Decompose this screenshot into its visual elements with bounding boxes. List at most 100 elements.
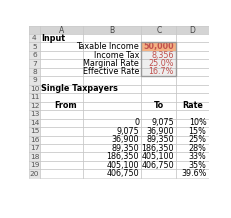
Bar — [40, 26, 83, 34]
Bar — [176, 161, 208, 169]
Text: 12: 12 — [30, 103, 39, 109]
Bar — [83, 26, 141, 34]
Bar — [176, 34, 208, 42]
Text: 16.7%: 16.7% — [148, 68, 173, 77]
Bar — [141, 51, 176, 59]
Bar — [29, 85, 40, 93]
Bar — [40, 161, 83, 169]
Bar — [141, 51, 176, 59]
Bar — [29, 110, 40, 119]
Text: C: C — [155, 26, 161, 34]
Bar — [29, 93, 40, 102]
Bar — [40, 144, 83, 152]
Bar — [141, 76, 176, 85]
Bar — [83, 42, 141, 51]
Bar — [29, 34, 40, 42]
Bar — [176, 93, 208, 102]
Bar — [29, 76, 40, 85]
Bar — [141, 42, 176, 51]
Bar — [29, 127, 40, 136]
Bar — [176, 76, 208, 85]
Text: 36,900: 36,900 — [146, 127, 173, 136]
Bar — [141, 119, 176, 127]
Text: 13: 13 — [30, 111, 39, 117]
Bar — [176, 169, 208, 178]
Text: 16: 16 — [30, 137, 39, 143]
Bar — [176, 110, 208, 119]
Text: 89,350: 89,350 — [146, 135, 173, 144]
Text: 186,350: 186,350 — [141, 144, 173, 153]
Bar — [40, 51, 83, 59]
Bar — [40, 76, 83, 85]
Bar — [176, 85, 208, 93]
Bar — [83, 59, 141, 68]
Bar — [83, 51, 141, 59]
Bar — [141, 144, 176, 152]
Text: 9,075: 9,075 — [151, 118, 173, 127]
Text: 15: 15 — [30, 128, 39, 134]
Bar — [176, 51, 208, 59]
Text: 14: 14 — [30, 120, 39, 126]
Bar — [176, 59, 208, 68]
Bar — [176, 68, 208, 76]
Bar — [29, 59, 40, 68]
Bar — [83, 68, 141, 76]
Text: From: From — [54, 101, 77, 110]
Text: 10: 10 — [30, 86, 39, 92]
Bar — [40, 93, 83, 102]
Text: Taxable Income: Taxable Income — [76, 42, 138, 51]
Bar — [141, 127, 176, 136]
Text: 4: 4 — [32, 35, 36, 41]
Text: 7: 7 — [32, 61, 37, 66]
Bar — [141, 34, 176, 42]
Bar — [141, 152, 176, 161]
Text: 36,900: 36,900 — [111, 135, 138, 144]
Text: 33%: 33% — [188, 152, 206, 161]
Bar — [29, 169, 40, 178]
Bar — [40, 34, 83, 42]
Bar — [83, 144, 141, 152]
Text: 405,100: 405,100 — [141, 152, 173, 161]
Text: Effective Rate: Effective Rate — [82, 68, 138, 77]
Bar — [141, 93, 176, 102]
Bar — [40, 119, 83, 127]
Bar — [141, 85, 176, 93]
Text: 406,750: 406,750 — [141, 161, 173, 170]
Text: 35%: 35% — [188, 161, 206, 170]
Bar — [83, 34, 141, 42]
Bar — [141, 59, 176, 68]
Bar — [83, 93, 141, 102]
Bar — [83, 85, 141, 93]
Bar — [40, 110, 83, 119]
Bar — [176, 136, 208, 144]
Bar — [29, 136, 40, 144]
Bar — [141, 68, 176, 76]
Bar — [40, 102, 83, 110]
Text: 25.0%: 25.0% — [148, 59, 173, 68]
Bar — [29, 119, 40, 127]
Bar — [83, 127, 141, 136]
Bar — [141, 42, 176, 76]
Bar — [83, 152, 141, 161]
Bar — [29, 42, 40, 51]
Text: Income Tax: Income Tax — [93, 51, 138, 60]
Text: B: B — [109, 26, 114, 34]
Text: 20: 20 — [30, 171, 39, 177]
Bar — [141, 136, 176, 144]
Bar — [141, 42, 176, 51]
Text: 6: 6 — [32, 52, 36, 58]
Text: 9: 9 — [32, 77, 37, 83]
Bar — [40, 42, 83, 51]
Bar — [83, 119, 141, 127]
Text: 18: 18 — [30, 154, 39, 160]
Bar — [29, 51, 40, 59]
Bar — [40, 59, 83, 68]
Text: 17: 17 — [30, 145, 39, 151]
Bar — [29, 161, 40, 169]
Text: 405,100: 405,100 — [106, 161, 138, 170]
Text: 186,350: 186,350 — [106, 152, 138, 161]
Bar — [29, 144, 40, 152]
Bar — [141, 161, 176, 169]
Text: 39.6%: 39.6% — [180, 169, 206, 178]
Text: D: D — [189, 26, 195, 34]
